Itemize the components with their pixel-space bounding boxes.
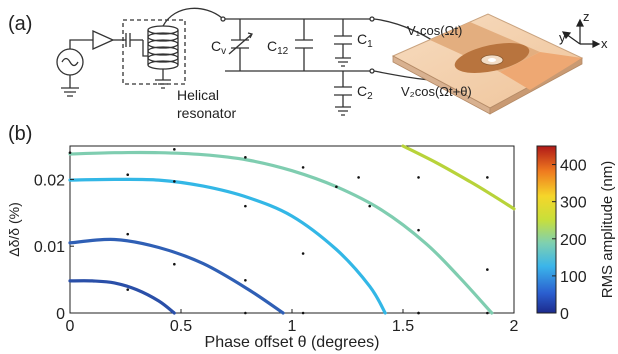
y-tick-label: 0.02 bbox=[34, 172, 65, 189]
x-tick-label: 1.5 bbox=[392, 318, 414, 335]
contour-line-260 bbox=[401, 144, 516, 211]
ground-icon-resonator bbox=[155, 79, 171, 89]
axes-triad-icon bbox=[561, 18, 601, 48]
y-tick-label: 0.01 bbox=[34, 239, 65, 256]
panel-a-label: (a) bbox=[8, 13, 32, 35]
x-tick-label: 2 bbox=[510, 318, 519, 335]
contour-line-60 bbox=[68, 279, 176, 315]
contour-line-190 bbox=[68, 150, 494, 315]
y-tick-label: 0 bbox=[56, 306, 65, 323]
axis-y-label: y bbox=[559, 30, 566, 45]
x-tick-label: 1 bbox=[288, 318, 297, 335]
data-point bbox=[126, 232, 130, 236]
svg-text:C1: C1 bbox=[357, 31, 373, 50]
data-point bbox=[335, 185, 338, 189]
amplifier-icon bbox=[92, 29, 115, 51]
data-point bbox=[486, 176, 489, 179]
data-point bbox=[173, 262, 176, 266]
c2-capacitor-icon bbox=[334, 86, 352, 96]
circuit-diagram bbox=[56, 7, 471, 116]
v1-label: V₁cos(Ωt) bbox=[407, 23, 462, 38]
data-point bbox=[486, 268, 489, 271]
c12-label-sub: 12 bbox=[277, 46, 289, 57]
x-tick-label: 0.5 bbox=[170, 318, 192, 335]
helical-coil-icon bbox=[147, 25, 179, 70]
axis-x-label: x bbox=[601, 36, 608, 51]
helical-resonator-box bbox=[122, 19, 186, 85]
sine-wave-icon bbox=[61, 57, 79, 67]
data-point bbox=[417, 228, 420, 232]
data-point bbox=[368, 204, 372, 208]
cv-label-sub: v bbox=[221, 46, 226, 57]
coupling-capacitor-icon bbox=[125, 33, 131, 47]
data-point bbox=[301, 166, 305, 169]
data-point bbox=[126, 288, 130, 291]
x-axis-label: Phase offset θ (degrees) bbox=[205, 334, 380, 351]
svg-text:C12: C12 bbox=[267, 38, 289, 57]
contour-chart: 0 0.5 1 1.5 2 0 0.01 0.02 Phase offset θ (degree… bbox=[6, 144, 616, 351]
x-tick-label: 0 bbox=[66, 318, 75, 335]
data-point bbox=[173, 180, 176, 183]
data-point bbox=[244, 156, 247, 159]
ground-icon-c1 bbox=[335, 57, 351, 67]
data-point bbox=[417, 311, 420, 315]
svg-text:Cv: Cv bbox=[211, 38, 226, 57]
colorbar-tick-label: 400 bbox=[560, 158, 587, 175]
helical-label-line1: Helical bbox=[177, 87, 219, 103]
plot-frame bbox=[69, 145, 515, 314]
data-point bbox=[244, 204, 247, 208]
c2-label-sub: 2 bbox=[367, 91, 373, 102]
c1-label: C bbox=[357, 31, 367, 47]
data-point bbox=[301, 252, 305, 255]
data-point bbox=[357, 176, 360, 179]
c1-capacitor-icon bbox=[334, 35, 352, 45]
contour-line-130 bbox=[68, 177, 387, 315]
data-point bbox=[68, 151, 72, 154]
data-point bbox=[173, 148, 176, 151]
data-point bbox=[244, 278, 247, 282]
data-point bbox=[126, 173, 130, 177]
data-point bbox=[417, 176, 420, 179]
axis-z-label: z bbox=[583, 9, 590, 24]
data-point bbox=[244, 311, 247, 315]
colorbar-tick-label: 0 bbox=[560, 306, 569, 323]
data-point bbox=[486, 311, 489, 315]
colorbar-label: RMS amplitude (nm) bbox=[599, 161, 616, 299]
c12-label: C bbox=[267, 38, 277, 54]
panel-b-label: (b) bbox=[8, 123, 32, 145]
colorbar-tick-label: 200 bbox=[560, 232, 587, 249]
c2-label: C bbox=[357, 83, 367, 99]
c1-label-sub: 1 bbox=[367, 39, 373, 50]
trap-chip-illustration bbox=[391, 13, 584, 115]
helical-label-line2: resonator bbox=[177, 105, 236, 121]
colorbar-tick-label: 100 bbox=[560, 269, 587, 286]
data-point bbox=[301, 311, 305, 315]
v2-label: V₂cos(Ωt+θ) bbox=[401, 84, 472, 99]
y-axis-label: Δδ/δ (%) bbox=[6, 202, 22, 257]
ground-icon-source bbox=[61, 87, 79, 97]
svg-text:C2: C2 bbox=[357, 83, 373, 102]
colorbar bbox=[536, 145, 557, 314]
colorbar-tick-label: 300 bbox=[560, 195, 587, 212]
c12-capacitor-icon bbox=[295, 39, 313, 49]
cv-label: C bbox=[211, 38, 221, 54]
ground-icon-c2 bbox=[335, 106, 351, 116]
contour-line-80 bbox=[68, 237, 285, 315]
